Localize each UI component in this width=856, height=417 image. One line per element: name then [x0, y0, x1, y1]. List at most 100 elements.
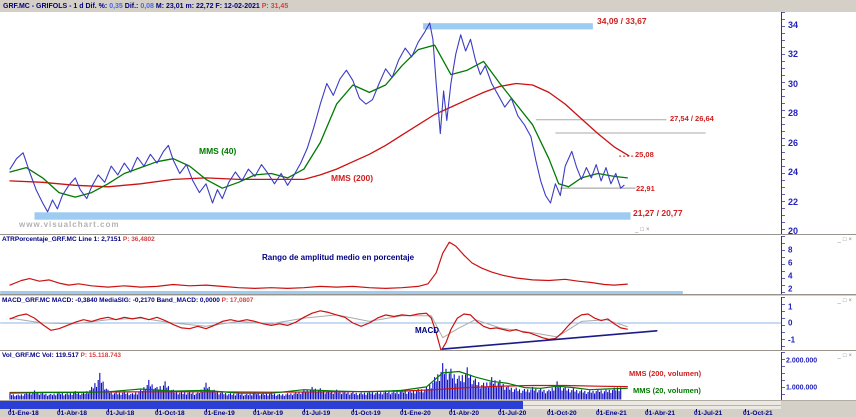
pane-splitter[interactable] [0, 350, 856, 352]
axis-tick-label: 32 [788, 49, 799, 59]
time-axis: 01-Ene-18 01-Abr-18 01-Jul-18 01-Oct-18 01-E… [0, 409, 856, 417]
visualchart-watermark: www.visualchart.com [19, 220, 120, 229]
volume-pane: Vol_GRF.MC Vol: 119.517 P: 15.118.743 MM… [0, 352, 856, 400]
mms200-value-label: 25,08 [635, 150, 654, 159]
vol-mms20vol [9, 370, 628, 394]
main-resistance-band [423, 23, 593, 30]
maximize-icon[interactable]: □ [842, 237, 847, 243]
axis-tick-label: 4 [788, 271, 793, 281]
close-icon[interactable]: × [645, 227, 650, 233]
header-segment: M: 23,01 m: 22,72 F: 12-02-2021 [155, 3, 262, 10]
time-axis-label: 01-Oct-20 [547, 410, 577, 417]
atr-pane: ATRPorcentaje_GRF.MC Line 1: 2,7151 P: 3… [0, 236, 856, 294]
macd-chart-canvas[interactable] [0, 297, 781, 350]
price-chart-canvas[interactable] [0, 12, 781, 234]
time-axis-label: 01-Ene-19 [204, 410, 235, 417]
time-axis-label: 01-Abr-21 [645, 410, 675, 417]
atr-axis[interactable]: _ □ × 8 6 4 2 [781, 236, 856, 294]
atr-atr-floor-band [0, 291, 683, 294]
header-segment: Dif.: [124, 3, 141, 10]
pane-splitter[interactable] [0, 234, 856, 236]
last-price-label: 22,91 [636, 184, 655, 193]
price-pane: 34,09 / 33,67 27,54 / 26,64 25,08 22,91 … [0, 12, 856, 234]
volume-pane-header: Vol_GRF.MC Vol: 119.517 P: 15.118.743 [2, 352, 121, 361]
time-axis-label: 01-Oct-21 [743, 410, 773, 417]
macd-pane-header: MACD_GRF.MC MACD: -0,3840 MediaSIG: -0,2… [2, 297, 253, 306]
volume-chart-canvas[interactable] [0, 352, 781, 400]
mid-level-label: 27,54 / 26,64 [670, 114, 714, 123]
maximize-icon[interactable]: □ [842, 298, 847, 304]
axis-tick-label: 0 [788, 318, 793, 328]
time-axis-label: 01-Jul-21 [694, 410, 723, 417]
volume-mms200-legend-label: MMS (200, volumen) [629, 369, 702, 378]
header-segment: 0,08 [140, 3, 156, 10]
macd-annotation-label: MACD [415, 326, 439, 335]
scrollbar-corner [781, 400, 856, 409]
time-axis-label: 01-Oct-19 [351, 410, 381, 417]
header-segment: P: 17,0807 [221, 297, 254, 304]
main-price [9, 22, 625, 213]
minimize-icon[interactable]: _ [837, 298, 841, 304]
time-axis-tickmarks [10, 409, 751, 412]
macd-macd [9, 310, 628, 350]
atr-axis-tickmarks [782, 236, 785, 294]
resistance-level-label: 34,09 / 33,67 [597, 16, 647, 26]
time-axis-label: 01-Jul-19 [302, 410, 331, 417]
header-segment: P: 31,45 [261, 3, 289, 10]
time-scrollbar-thumb[interactable] [0, 401, 523, 409]
maximize-icon[interactable]: □ [640, 227, 644, 233]
atr-pane-window-controls: _ □ × [837, 237, 853, 243]
close-icon[interactable]: × [848, 353, 852, 359]
time-axis-label: 01-Ene-20 [400, 410, 431, 417]
time-axis-label: 01-Ene-18 [8, 410, 39, 417]
macd-axis[interactable]: _□× 10-1-2 [781, 297, 856, 350]
time-axis-label: 01-Oct-18 [155, 410, 185, 417]
minimize-icon[interactable]: _ [837, 353, 841, 359]
macd-trendline [441, 329, 658, 350]
close-icon[interactable]: × [848, 298, 852, 304]
header-segment: ATRPorcentaje_GRF.MC Line 1: 2,7151 [2, 236, 123, 243]
main-mms200 [9, 82, 630, 188]
macd-pane-window-controls: _ □ × [837, 298, 853, 304]
header-segment: P: 36,4802 [122, 236, 155, 243]
header-segment: P: 15.118.743 [80, 352, 121, 359]
minimize-icon[interactable]: _ [635, 227, 639, 233]
time-axis-label: 01-Jul-18 [106, 410, 135, 417]
axis-tick-label: 1 [788, 302, 793, 312]
header-segment: MACD_GRF.MC MACD: -0,3840 MediaSIG: -0,2… [2, 297, 222, 304]
axis-tick-label: 2.000.000 [786, 357, 818, 365]
price-pane-window-controls: _ □ × [634, 227, 650, 233]
volume-mms20-legend-label: MMS (20, volumen) [633, 386, 701, 395]
maximize-icon[interactable]: □ [842, 353, 847, 359]
axis-tick-label: -1 [788, 335, 796, 345]
axis-tick-label: 34 [788, 19, 799, 30]
axis-tick-label: 8 [788, 245, 793, 255]
vol-mms200vol [9, 384, 628, 394]
volume-pane-window-controls: _ □ × [837, 353, 853, 359]
main-support-band [34, 212, 631, 220]
axis-tick-label: 22 [788, 196, 799, 207]
time-axis-label: 01-Abr-20 [449, 410, 479, 417]
time-axis-label: 01-Jul-20 [498, 410, 527, 417]
axis-tick-label: 2 [788, 284, 793, 294]
volume-axis[interactable]: _ □ × 2.000.000 1.000.000 [781, 352, 856, 400]
atr-atr [9, 241, 628, 290]
axis-tick-label: 6 [788, 258, 793, 268]
axis-tick-label: 24 [788, 167, 799, 177]
price-axis-tickmarks [782, 12, 785, 234]
mms200-legend-label: MMS (200) [331, 173, 374, 183]
time-axis-label: 01-Ene-21 [596, 410, 627, 417]
price-axis[interactable]: 34 32 30 28 26 24 22 20 [781, 12, 856, 234]
close-icon[interactable]: × [848, 237, 852, 243]
mms40-legend-label: MMS (40) [199, 146, 237, 156]
volume-axis-tickmarks [782, 352, 785, 400]
pane-splitter[interactable] [0, 294, 856, 297]
time-scrollbar-track[interactable] [0, 400, 781, 409]
header-segment: 0,35 [109, 3, 125, 10]
header-segment: Vol_GRF.MC Vol: 119.517 [2, 352, 81, 359]
minimize-icon[interactable]: _ [837, 237, 841, 243]
main-mms40 [9, 44, 628, 198]
atr-chart-canvas[interactable] [0, 236, 781, 294]
macd-pane: MACD_GRF.MC MACD: -0,3840 MediaSIG: -0,2… [0, 297, 856, 350]
